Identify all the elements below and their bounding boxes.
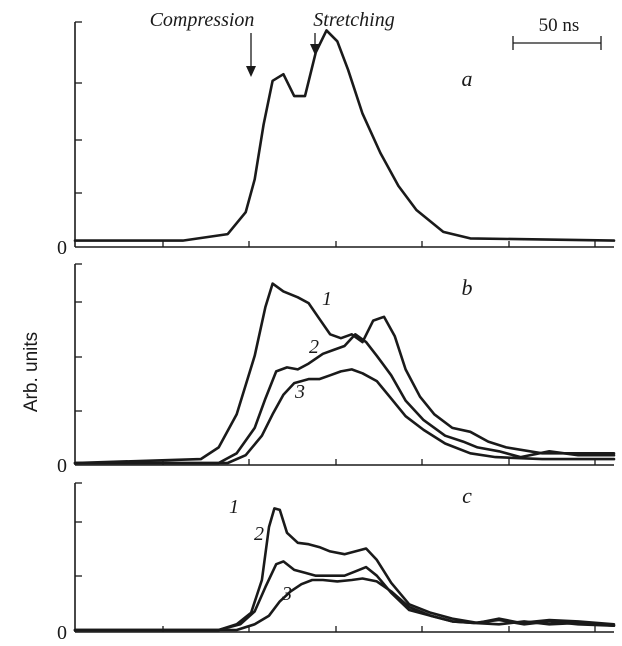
scale-bar: 50 ns [512, 15, 602, 50]
panel-a-curve-main [73, 29, 616, 242]
panel-c-series-label-1: 1 [229, 496, 239, 518]
panel-a: 0a [57, 21, 616, 259]
panel-b-curve-1 [73, 282, 616, 465]
panel-c-curve-1 [73, 507, 616, 632]
panel-b-series-label-1: 1 [322, 288, 332, 310]
compression-arrowhead [246, 66, 256, 77]
panel-c-curve-3 [73, 577, 616, 632]
annotation-compression: Compression [150, 9, 255, 31]
panel-c-series-label-3: 3 [281, 583, 292, 605]
annotation-stretching: Stretching [313, 9, 394, 31]
panel-c-curve-2 [73, 560, 616, 632]
panel-c-series-label-2: 2 [254, 523, 264, 545]
panel-b-series-label-2: 2 [309, 336, 319, 358]
panel-a-label: a [462, 66, 473, 91]
panel-c-zero-label: 0 [57, 622, 67, 644]
panel-c: 0 c 12 3 [57, 482, 616, 644]
panel-b-label: b [462, 275, 473, 300]
panel-b-curve-3 [73, 368, 616, 465]
panel-a-zero-label: 0 [57, 237, 67, 259]
panel-c-label: c [462, 483, 472, 508]
stretching-arrowhead [310, 44, 320, 55]
panel-b-series-label-3: 3 [294, 381, 305, 403]
scale-bar-label: 50 ns [539, 15, 580, 36]
annotations: Compression Stretching [150, 9, 395, 77]
panel-b-zero-label: 0 [57, 455, 67, 477]
panel-b: 0 b 1 2 3 [57, 263, 616, 477]
y-axis-label: Arb. units [21, 332, 42, 412]
panel-b-curve-2 [73, 333, 616, 465]
